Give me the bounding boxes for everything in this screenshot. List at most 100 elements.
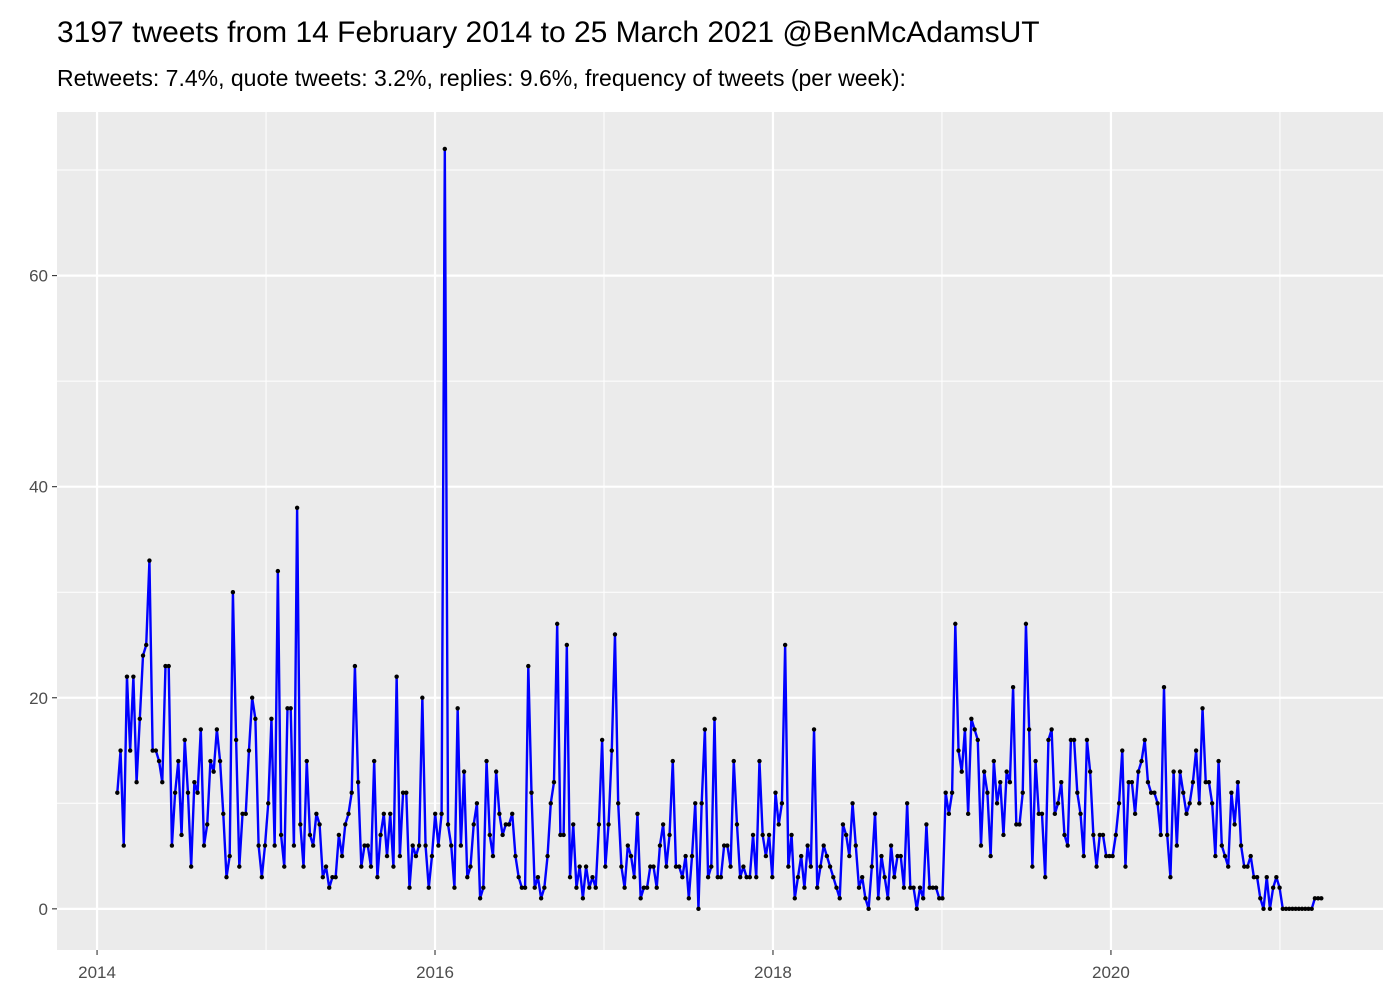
data-point [580,896,586,901]
data-point [856,885,862,890]
data-point [676,864,682,869]
chart-title: 3197 tweets from 14 February 2014 to 25 … [57,16,1040,49]
data-point [811,727,817,732]
chart-subtitle: Retweets: 7.4%, quote tweets: 3.2%, repl… [57,65,906,91]
x-tick-label: 2020 [1092,963,1130,982]
data-point [603,864,608,869]
data-point [776,822,781,827]
data-point [397,853,403,859]
data-point [606,822,611,827]
data-point [728,864,733,869]
data-point [474,801,480,806]
data-point [551,779,557,785]
data-point [1116,801,1122,806]
data-point [1059,779,1064,785]
data-point [888,843,894,848]
data-point [269,716,274,722]
data-point [917,885,923,890]
data-point [233,737,239,743]
data-point [1283,906,1289,912]
panel-background [57,112,1383,950]
data-point [1161,685,1167,690]
data-point [426,885,431,890]
data-point [359,864,364,869]
data-point [798,853,804,859]
data-point [461,769,467,774]
data-point [124,674,130,679]
data-point [500,832,505,838]
data-point [933,885,939,890]
data-point [519,885,525,890]
data-point [477,896,483,901]
data-point [513,853,518,859]
y-tick-label: 40 [29,478,48,497]
data-point [307,832,313,838]
data-point [879,853,884,859]
data-point [689,853,695,859]
data-point [982,769,987,774]
data-point [471,822,476,827]
data-point [304,758,309,764]
data-point [827,864,833,869]
data-point [262,843,268,848]
data-point [362,843,367,848]
data-point [1270,885,1276,890]
data-point [1209,801,1215,806]
data-point [378,832,383,838]
data-point [985,790,990,795]
data-point [288,706,293,711]
data-point [1148,790,1154,795]
data-point [1129,779,1135,785]
data-point [625,843,631,848]
data-point [940,896,945,901]
data-point [953,621,958,627]
data-point [757,758,762,764]
data-point [1026,727,1032,732]
data-point [872,811,878,817]
x-tick-label: 2014 [78,963,116,982]
data-point [285,706,290,711]
data-point [506,822,512,827]
data-point [667,832,672,838]
data-point [946,811,952,817]
data-point [914,906,919,912]
data-point [908,885,913,890]
data-point [118,748,123,753]
data-point [455,706,460,711]
data-point [571,822,576,827]
data-point [1216,758,1221,764]
data-point [943,790,948,795]
data-point [969,716,974,722]
data-point [615,801,621,806]
data-point [1197,801,1202,806]
data-point [1267,906,1273,912]
data-point [921,896,926,901]
data-point [1315,896,1321,901]
data-point [339,853,345,859]
data-point [1165,832,1170,838]
data-point [782,642,788,648]
data-point [243,811,248,817]
data-point [1187,801,1192,806]
data-point [526,663,531,669]
data-point [760,832,765,838]
data-point [558,832,563,838]
data-point [140,653,146,658]
data-point [272,843,277,848]
data-point [824,853,830,859]
data-point [680,874,685,880]
data-point [930,885,936,890]
data-point [885,896,891,901]
data-point [853,843,858,848]
data-point [834,885,839,890]
data-point [750,832,756,838]
data-point [1123,864,1128,869]
data-point [998,779,1003,785]
data-point [439,811,444,817]
data-point [529,790,534,795]
data-point [198,727,204,732]
data-point [702,727,708,732]
data-point [660,822,666,827]
data-point [352,663,358,669]
data-point [310,843,316,848]
